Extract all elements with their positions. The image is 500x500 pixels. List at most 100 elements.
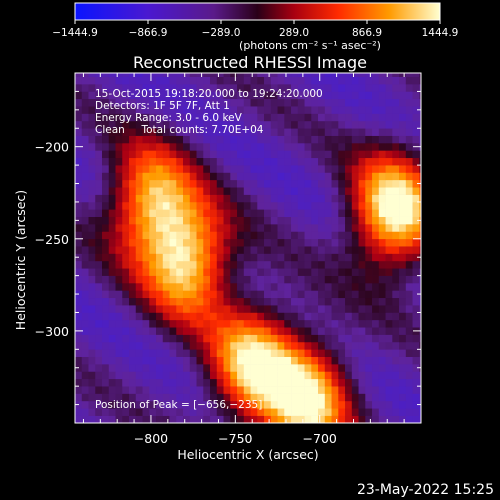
- heatmap-cell: [230, 120, 238, 129]
- heatmap-cell: [196, 283, 204, 291]
- heatmap-cell: [338, 334, 346, 343]
- heatmap-cell: [135, 209, 143, 217]
- heatmap-cell: [345, 113, 353, 122]
- heatmap-cell: [392, 128, 400, 136]
- heatmap-cell: [203, 260, 211, 269]
- heatmap-cell: [250, 231, 258, 240]
- heatmap-cell: [338, 283, 346, 291]
- heatmap-cell: [372, 224, 380, 232]
- heatmap-cell: [412, 349, 420, 357]
- heatmap-cell: [270, 238, 278, 247]
- heatmap-cell: [102, 356, 110, 365]
- heatmap-cell: [358, 246, 366, 254]
- heatmap-cell: [81, 246, 89, 254]
- heatmap-cell: [365, 364, 373, 372]
- heatmap-cell: [88, 356, 96, 365]
- heatmap-cell: [304, 290, 312, 299]
- heatmap-cell: [189, 260, 197, 269]
- heatmap-cell: [237, 179, 245, 188]
- heatmap-cell: [318, 283, 326, 291]
- heatmap-cell: [223, 128, 231, 136]
- heatmap-cell: [230, 246, 238, 254]
- heatmap-cell: [372, 371, 380, 380]
- heatmap-cell: [284, 135, 292, 144]
- heatmap-cell: [372, 334, 380, 343]
- heatmap-cell: [169, 319, 177, 328]
- heatmap-cell: [270, 91, 278, 100]
- heatmap-cell: [277, 143, 285, 151]
- heatmap-cell: [304, 216, 312, 225]
- heatmap-cell: [257, 334, 265, 343]
- heatmap-cell: [196, 371, 204, 380]
- heatmap-cell: [378, 157, 386, 166]
- heatmap-cell: [162, 334, 170, 343]
- heatmap-cell: [156, 297, 164, 306]
- heatmap-cell: [378, 378, 386, 387]
- heatmap-cell: [162, 216, 170, 225]
- heatmap-cell: [122, 187, 130, 195]
- colorbar-tick-label: 1444.9: [422, 27, 459, 39]
- heatmap-cell: [203, 334, 211, 343]
- heatmap-cell: [196, 327, 204, 335]
- heatmap-cell: [203, 297, 211, 306]
- heatmap-cell: [169, 327, 177, 335]
- heatmap-cell: [318, 157, 326, 166]
- heatmap-cell: [203, 135, 211, 144]
- heatmap-cell: [311, 172, 319, 181]
- heatmap-cell: [216, 275, 224, 284]
- heatmap-cell: [385, 98, 393, 107]
- heatmap-cell: [405, 246, 413, 254]
- heatmap-cell: [405, 194, 413, 203]
- heatmap-cell: [176, 84, 184, 92]
- heatmap-cell: [108, 98, 116, 107]
- heatmap-cell: [365, 113, 373, 122]
- heatmap-cell: [223, 386, 231, 394]
- heatmap-cell: [156, 120, 164, 129]
- heatmap-cell: [345, 194, 353, 203]
- heatmap-cell: [264, 113, 272, 122]
- heatmap-cell: [216, 238, 224, 247]
- heatmap-cell: [210, 334, 218, 343]
- heatmap-cell: [291, 349, 299, 357]
- heatmap-cell: [183, 393, 191, 402]
- heatmap-cell: [135, 327, 143, 335]
- heatmap-cell: [237, 400, 245, 409]
- plot-area: −800 −750 −700−200−250−300: [35, 72, 422, 446]
- heatmap-cell: [196, 231, 204, 240]
- heatmap-cell: [399, 253, 407, 262]
- heatmap-cell: [203, 209, 211, 217]
- heatmap-cell: [75, 275, 83, 284]
- heatmap-cell: [345, 106, 353, 114]
- heatmap-cell: [81, 157, 89, 166]
- heatmap-cell: [405, 341, 413, 350]
- heatmap-cell: [237, 150, 245, 159]
- heatmap-cell: [331, 312, 339, 321]
- heatmap-cell: [122, 305, 130, 313]
- heatmap-cell: [365, 297, 373, 306]
- heatmap-cell: [372, 290, 380, 299]
- heatmap-cell: [378, 341, 386, 350]
- heatmap-cell: [122, 275, 130, 284]
- heatmap-cell: [142, 238, 150, 247]
- heatmap-cell: [149, 378, 157, 387]
- heatmap-cell: [81, 400, 89, 409]
- heatmap-cell: [311, 224, 319, 232]
- heatmap-cell: [399, 209, 407, 217]
- heatmap-cell: [311, 98, 319, 107]
- heatmap-cell: [250, 275, 258, 284]
- heatmap-cell: [162, 283, 170, 291]
- heatmap-cell: [81, 143, 89, 151]
- heatmap-cell: [169, 98, 177, 107]
- heatmap-cell: [419, 393, 421, 402]
- heatmap-cell: [284, 231, 292, 240]
- heatmap-cell: [122, 150, 130, 159]
- heatmap-cell: [183, 305, 191, 313]
- heatmap-cell: [284, 356, 292, 365]
- heatmap-cell: [115, 120, 123, 129]
- heatmap-cell: [331, 143, 339, 151]
- heatmap-cell: [243, 393, 251, 402]
- heatmap-cell: [385, 224, 393, 232]
- heatmap-cell: [223, 216, 231, 225]
- heatmap-cell: [210, 128, 218, 136]
- heatmap-cell: [365, 165, 373, 173]
